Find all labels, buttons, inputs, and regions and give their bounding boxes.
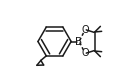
Text: B: B (75, 37, 82, 46)
Text: O: O (81, 48, 89, 58)
Text: O: O (81, 25, 89, 35)
